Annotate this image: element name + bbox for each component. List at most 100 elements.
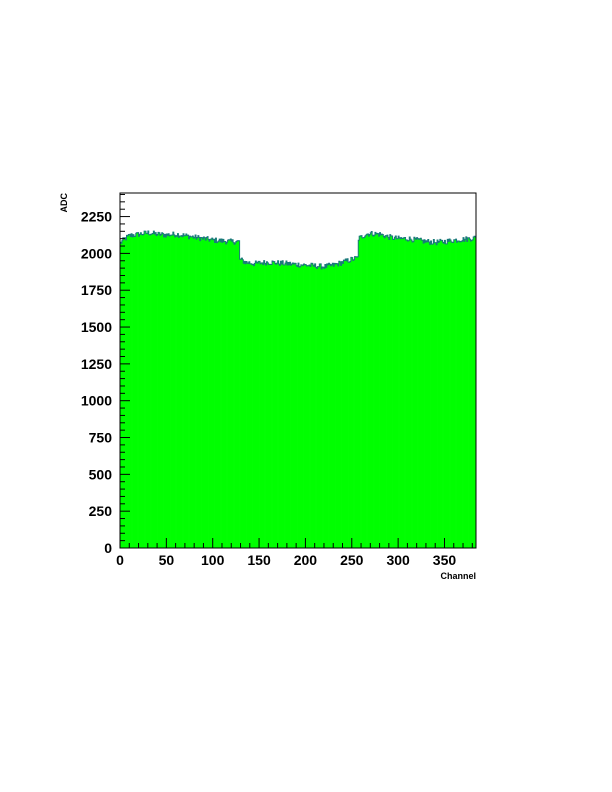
histogram-bin <box>164 234 166 548</box>
histogram-bin <box>357 256 359 548</box>
histogram-bin <box>183 235 186 549</box>
histogram-bin <box>172 232 175 549</box>
histogram-bin <box>161 232 163 548</box>
histogram-bin <box>266 261 268 548</box>
histogram-bin <box>269 264 271 548</box>
histogram-bin <box>180 236 182 549</box>
histogram-bin <box>146 233 149 548</box>
histogram-bin <box>461 241 463 548</box>
histogram-bin <box>457 241 459 548</box>
histogram-bin <box>156 235 158 548</box>
histogram-bin <box>209 241 211 549</box>
histogram-bin <box>206 237 208 548</box>
histogram-bin <box>349 261 352 548</box>
histogram-bin <box>358 240 360 548</box>
histogram-bin <box>393 239 395 548</box>
histogram-bin <box>203 237 205 548</box>
histogram-bin <box>136 232 138 548</box>
histogram-bin <box>209 239 212 548</box>
histogram-bin <box>395 236 397 548</box>
histogram-bin <box>133 236 136 549</box>
histogram-bin <box>449 238 451 549</box>
histogram-bin <box>408 240 410 548</box>
histogram-bin <box>420 238 422 548</box>
histogram-bin <box>239 259 241 548</box>
y-axis: 0 250 500 750 1000 1250 1500 1750 2000 2250 <box>81 193 130 556</box>
histogram-bin <box>167 235 169 549</box>
histogram-bin <box>292 262 294 548</box>
histogram-bin <box>373 236 375 549</box>
histogram-bin <box>165 237 167 548</box>
histogram-bin <box>307 265 309 548</box>
histogram-bin <box>208 239 210 548</box>
histogram-bin <box>149 234 151 548</box>
x-axis-label: Channel <box>440 571 476 581</box>
histogram-bin <box>397 238 399 549</box>
histogram-bin <box>252 264 254 548</box>
histogram-bin <box>151 233 153 549</box>
histogram-bin <box>331 264 333 548</box>
histogram-bin <box>474 236 476 548</box>
histogram-bin <box>185 233 188 549</box>
histogram-bin <box>248 261 251 548</box>
histogram-bin <box>282 260 284 548</box>
histogram-bin <box>221 238 223 549</box>
histogram-bin <box>152 233 154 548</box>
y-tick-label: 0 <box>104 540 112 556</box>
histogram-bin <box>197 235 200 548</box>
histogram-bin <box>247 262 249 548</box>
histogram-bin <box>434 242 436 548</box>
histogram-bin <box>413 237 416 549</box>
histogram-bin <box>468 237 470 548</box>
histogram-bin <box>384 237 386 548</box>
histogram-bin <box>387 235 389 548</box>
histogram-bin <box>240 258 242 548</box>
histogram-bin <box>262 264 265 548</box>
histogram-bin <box>319 264 321 548</box>
histogram-bin <box>198 237 201 548</box>
histogram-bin <box>243 263 245 548</box>
histogram-bin <box>437 239 439 548</box>
histogram-bin <box>425 242 427 549</box>
histogram-bin <box>405 239 407 548</box>
y-tick-label: 2250 <box>81 209 112 225</box>
histogram-bin <box>200 237 202 548</box>
histogram-bin <box>150 234 152 548</box>
histogram-bin <box>325 267 328 548</box>
histogram-bin <box>189 236 191 549</box>
histogram-bin <box>410 239 412 548</box>
histogram-bin <box>444 240 446 549</box>
histogram-bin <box>205 240 207 548</box>
histogram-bin <box>196 237 199 548</box>
histogram-bin <box>422 240 424 548</box>
histogram-bin <box>162 233 164 548</box>
histogram-bin <box>343 260 345 548</box>
histogram-bin <box>157 234 159 548</box>
histogram-bin <box>171 234 174 548</box>
histogram-bin <box>129 234 131 548</box>
histogram-bin <box>443 243 445 548</box>
histogram-bin <box>464 239 467 548</box>
y-tick-label: 1500 <box>81 319 112 335</box>
histogram-bin <box>135 233 138 549</box>
histogram-bin <box>342 263 344 548</box>
histogram-bin <box>211 238 214 548</box>
histogram-bin <box>201 237 203 548</box>
x-axis: 0 50 100 150 200 250 300 350 <box>116 538 473 568</box>
histogram-bin <box>159 235 162 549</box>
histogram-bin <box>233 242 235 548</box>
histogram-bin <box>130 236 132 549</box>
histogram-bin <box>336 263 339 548</box>
histogram-bin <box>314 263 316 548</box>
histogram-bin <box>436 244 438 549</box>
histogram-bin <box>295 263 297 548</box>
histogram-bin <box>438 241 441 548</box>
histogram-bin <box>351 257 354 548</box>
histogram-bin <box>367 233 369 549</box>
histogram-bin <box>467 237 469 548</box>
histogram-bin <box>202 239 204 548</box>
y-tick-label: 1750 <box>81 282 112 298</box>
histogram-bin <box>127 235 129 548</box>
histogram-bin <box>128 234 130 548</box>
